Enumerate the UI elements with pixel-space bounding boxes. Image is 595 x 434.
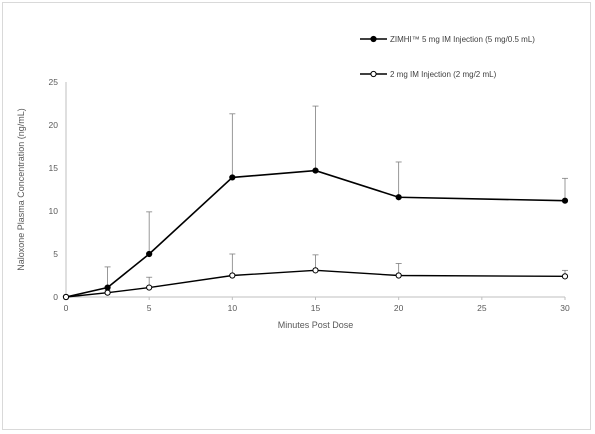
legend-marker xyxy=(370,35,377,43)
data-point xyxy=(62,293,70,301)
chart-frame xyxy=(2,2,591,430)
y-tick-label: 15 xyxy=(49,163,59,173)
x-tick-label: 25 xyxy=(477,303,487,313)
axes: 0 5 10 15 20 25 30 0 5 10 15 20 25 xyxy=(49,77,570,313)
data-point xyxy=(146,284,153,291)
y-tick-label: 25 xyxy=(49,77,59,87)
series-line-2 xyxy=(65,269,566,298)
y-tick-label: 10 xyxy=(49,206,59,216)
data-point xyxy=(312,167,319,174)
data-point xyxy=(561,197,569,204)
data-point xyxy=(146,250,153,258)
x-tick-label: 5 xyxy=(147,303,152,313)
error-bars xyxy=(104,105,568,293)
x-tick-label: 0 xyxy=(64,303,69,313)
x-tick-label: 10 xyxy=(228,303,238,313)
data-point xyxy=(229,272,236,279)
data-point xyxy=(395,194,402,201)
series-line-1 xyxy=(65,169,566,298)
legend-label: 2 mg IM Injection (2 mg/2 mL) xyxy=(390,70,497,79)
legend-label: ZIMHI™ 5 mg IM Injection (5 mg/0.5 mL) xyxy=(390,35,535,44)
data-point xyxy=(561,273,569,280)
series-points xyxy=(62,167,569,301)
y-tick-label: 20 xyxy=(49,120,59,130)
legend: ZIMHI™ 5 mg IM Injection (5 mg/0.5 mL) 2 … xyxy=(360,35,535,79)
x-tick-label: 30 xyxy=(560,303,570,313)
data-point xyxy=(104,289,111,296)
x-tick-label: 20 xyxy=(394,303,404,313)
y-tick-label: 5 xyxy=(53,249,58,259)
y-tick-label: 0 xyxy=(53,292,58,302)
data-point xyxy=(395,272,402,279)
data-point xyxy=(104,284,111,291)
y-axis-label: Naloxone Plasma Concentration (ng/mL) xyxy=(16,108,26,271)
x-axis-label: Minutes Post Dose xyxy=(278,320,354,330)
legend-marker xyxy=(370,70,377,78)
x-tick-label: 15 xyxy=(311,303,321,313)
series-lines xyxy=(65,169,566,298)
data-point xyxy=(312,267,319,274)
data-point xyxy=(229,174,236,181)
